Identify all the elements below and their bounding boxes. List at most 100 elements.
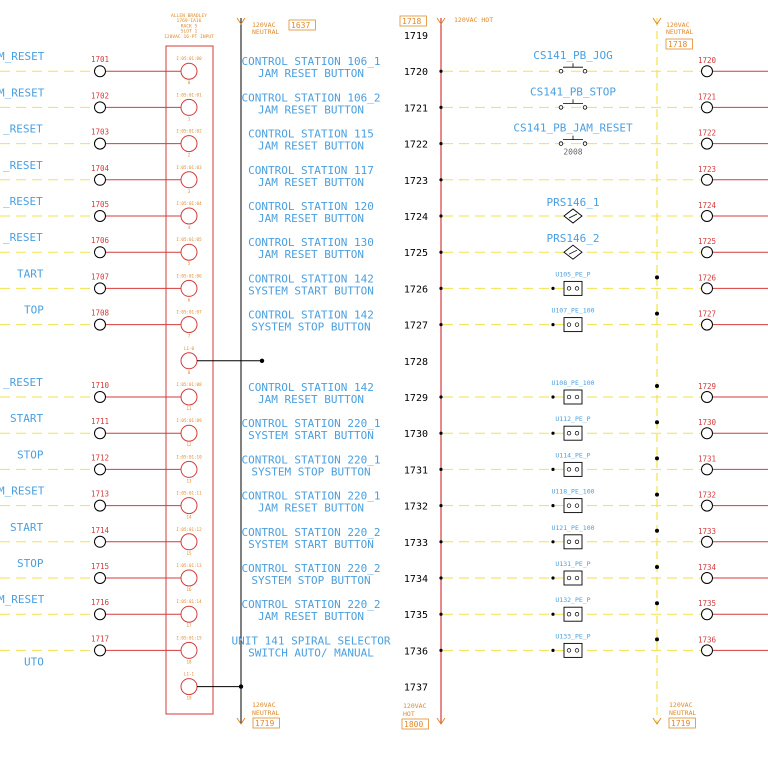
left-partial-label: _RESET: [3, 123, 43, 136]
pb-contact: [558, 105, 564, 110]
input-address: I:05:01:05: [176, 237, 202, 242]
photoeye-contact: [574, 648, 580, 653]
hot-tap-dot: [439, 576, 443, 580]
right-terminal-circle: [701, 391, 713, 403]
rung-number: 1719: [404, 31, 428, 42]
left-wire-number: 1706: [91, 236, 110, 245]
hot-tap-dot: [439, 467, 443, 471]
io-module-box: [165, 45, 214, 715]
right-terminal-circle: [701, 535, 713, 548]
photoeye-dot: [551, 504, 555, 508]
rung-number: 1724: [404, 212, 428, 223]
photoeye-contact: [566, 431, 572, 436]
left-wire-number: 1712: [91, 453, 109, 462]
left-wire-number: 1705: [91, 200, 109, 209]
left-terminal-circle: [94, 535, 106, 548]
rail-arrow-bottom: [652, 717, 662, 725]
rung-description: CONTROL STATION 106_1: [241, 55, 380, 68]
left-terminal-circle: [94, 427, 106, 440]
rail-arrow-bottom: [436, 717, 446, 725]
neutral-junction-dot: [655, 637, 659, 642]
input-point-circle: [180, 62, 198, 80]
rail-arrow-bottom: [236, 717, 246, 725]
left-terminal-circle: [94, 173, 106, 186]
rung-number: 1721: [404, 103, 428, 114]
photoeye-contact: [574, 503, 580, 508]
input-address: I:05:01:10: [176, 454, 202, 459]
hot-tap-dot: [439, 214, 443, 218]
left-partial-label: _RESET: [3, 231, 43, 244]
photoeye-contact: [574, 575, 580, 581]
neutral-junction-dot: [655, 565, 659, 569]
left-terminal-circle: [94, 101, 106, 114]
left-wire-number: 1715: [91, 562, 109, 571]
module-header-line: ALLEN BRADLEY: [171, 13, 207, 19]
rung-number: 1733: [404, 538, 428, 549]
rung-number: 1732: [404, 502, 428, 513]
input-pin: 1: [188, 116, 191, 121]
neutral-junction-dot: [655, 528, 659, 533]
rung-description: SYSTEM STOP BUTTON: [251, 465, 370, 478]
input-pin: 7: [188, 334, 191, 339]
neutral-junction-dot: [655, 456, 659, 461]
input-point-circle: [180, 460, 198, 478]
rung-description: JAM RESET BUTTON: [258, 610, 364, 623]
photoeye-dot: [551, 576, 555, 580]
rung-description: CONTROL STATION 220_2: [241, 598, 380, 611]
prs-symbol-line: [568, 213, 578, 219]
rung-description: JAM RESET BUTTON: [258, 393, 364, 406]
neutral-junction-dot: [655, 601, 659, 606]
rung-description: CONTROL STATION 130: [248, 236, 374, 249]
photoeye-contact: [574, 286, 580, 291]
photoeye-dot: [551, 612, 555, 616]
prs-symbol-line: [568, 249, 578, 255]
photoeye-symbol: [563, 642, 583, 658]
device-label: CS141_PB_JOG: [533, 49, 612, 62]
hot-tap-dot: [439, 648, 443, 653]
input-pin: 16: [186, 587, 192, 592]
neutral-junction-dot: [655, 384, 659, 388]
input-pin: 19: [186, 696, 192, 701]
rung-description: SWITCH AUTO/ MANUAL: [248, 646, 374, 659]
right-terminal-circle: [701, 644, 713, 657]
input-pin: 0: [188, 80, 191, 85]
left-wire-number: 1714: [91, 526, 110, 535]
left-terminal-circle: [94, 210, 106, 222]
input-pin: 6: [188, 297, 191, 302]
input-address: I:05:01:09: [176, 418, 202, 423]
rung-description: JAM RESET BUTTON: [258, 67, 364, 80]
right-wire-number: 1720: [698, 56, 717, 65]
device-label: CS141_PB_STOP: [530, 85, 616, 98]
rung-description: CONTROL STATION 115: [248, 128, 374, 141]
input-point-circle: [180, 569, 198, 587]
neutral-right-ref: 1718: [668, 40, 687, 49]
left-wire-number: 1717: [91, 634, 109, 643]
hot-bottom-label: HOT: [403, 710, 415, 718]
hot-tap-dot: [439, 69, 443, 73]
left-partial-label: UTO: [24, 655, 44, 668]
right-terminal-circle: [701, 210, 713, 222]
rung-number: 1734: [404, 574, 428, 585]
module-header-line: 120VAC 16-PT INPUT: [164, 34, 214, 40]
input-point-circle: [180, 279, 198, 297]
neutral-junction-dot: [655, 420, 659, 425]
right-terminal-circle: [701, 427, 713, 440]
input-point-circle: [180, 207, 198, 225]
neutral-left-bottom-ref-box: [252, 717, 280, 729]
right-wire-number: 1731: [698, 454, 716, 463]
left-partial-label: M_RESET: [0, 485, 45, 498]
left-partial-label: _RESET: [3, 376, 43, 389]
input-point-circle: [180, 135, 198, 153]
right-wire-number: 1727: [698, 310, 716, 319]
input-address: I:05:01:13: [176, 563, 202, 568]
rung-description: CONTROL STATION 220_2: [241, 526, 380, 539]
photoeye-contact: [574, 467, 580, 472]
photoeye-contact: [574, 394, 580, 400]
input-pin: 11: [186, 406, 192, 411]
input-pin: 8: [188, 370, 191, 375]
photoeye-dot: [551, 323, 555, 327]
right-terminal-circle: [701, 173, 713, 186]
left-wire-number: 1716: [91, 598, 110, 607]
pb-contact: [582, 68, 588, 74]
rung-number: 1720: [404, 67, 428, 78]
